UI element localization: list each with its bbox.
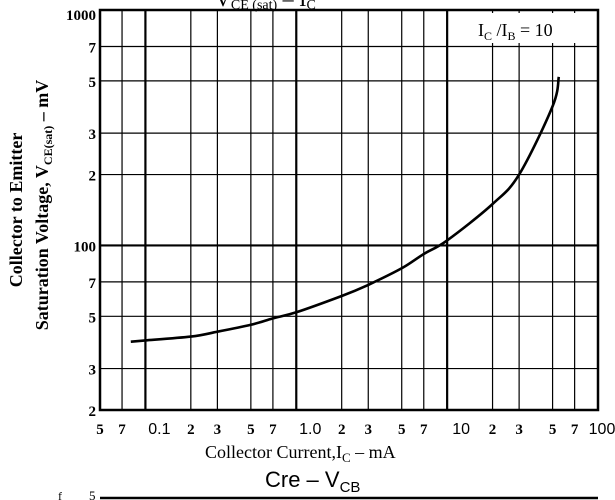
grid-horizontal bbox=[100, 45, 598, 370]
x-tick-label: 5 bbox=[398, 422, 406, 438]
x-tick-label: 5 bbox=[96, 422, 104, 438]
x-tick-label: 7 bbox=[269, 422, 277, 438]
y-tick-label: 7 bbox=[89, 276, 97, 292]
y-axis-label-line2: Saturation Voltage, VCE(sat) – mV bbox=[32, 80, 55, 331]
x-tick-label: 7 bbox=[118, 422, 126, 438]
x-tick-label: 2 bbox=[489, 422, 497, 438]
x-tick-label: 2 bbox=[187, 422, 195, 438]
series-group bbox=[130, 76, 561, 343]
y-tick-label: 2 bbox=[89, 404, 97, 420]
y-tick-label: 5 bbox=[89, 310, 97, 326]
plot-frame bbox=[98, 8, 600, 412]
x-tick-label: 1.0 bbox=[299, 421, 321, 438]
y-tick-labels: 1000 7 5 3 2 100 7 5 3 2 bbox=[66, 8, 97, 420]
x-tick-label: 3 bbox=[214, 422, 222, 438]
y-tick-label: 5 bbox=[89, 75, 97, 91]
annotation-ic-ib: IC /IB = 10 bbox=[478, 20, 553, 43]
x-tick-label: 2 bbox=[338, 422, 346, 438]
y-tick-label: 100 bbox=[74, 239, 97, 255]
x-tick-label: 0.1 bbox=[148, 421, 170, 438]
x-tick-label: 100 bbox=[589, 421, 615, 438]
y-tick-label: 2 bbox=[89, 169, 97, 185]
next-chart-fragment-f: f bbox=[58, 489, 62, 500]
y-tick-label: 7 bbox=[89, 40, 97, 56]
y-tick-label: 1000 bbox=[66, 8, 96, 24]
annotation-background bbox=[474, 13, 596, 43]
series-line bbox=[130, 76, 561, 343]
x-tick-label: 5 bbox=[549, 422, 557, 438]
x-axis-label: Collector Current,IC – mA bbox=[205, 442, 396, 465]
x-tick-label: 5 bbox=[247, 422, 255, 438]
x-tick-label: 3 bbox=[515, 422, 523, 438]
x-tick-label: 10 bbox=[452, 421, 470, 438]
y-axis-label-line1: Collector to Emitter bbox=[6, 133, 26, 288]
x-tick-label: 7 bbox=[420, 422, 428, 438]
plot-area bbox=[98, 8, 600, 412]
y-tick-label: 3 bbox=[89, 363, 97, 379]
grid-vertical bbox=[121, 10, 576, 410]
x-tick-label: 7 bbox=[571, 422, 579, 438]
x-tick-label: 3 bbox=[365, 422, 373, 438]
y-tick-label: 3 bbox=[89, 127, 97, 143]
next-chart-title: Cre – VCB bbox=[265, 467, 360, 496]
x-tick-labels: 5 7 0.1 2 3 5 7 1.0 2 3 5 7 10 2 3 5 7 100 bbox=[96, 421, 615, 438]
next-chart-fragment-5: 5 bbox=[89, 488, 96, 500]
